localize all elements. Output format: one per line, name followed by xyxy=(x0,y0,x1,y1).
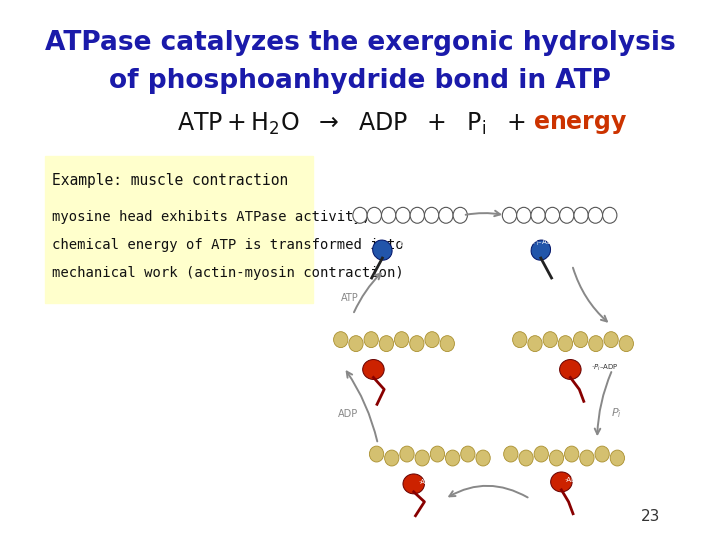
Text: ATP: ATP xyxy=(341,293,359,303)
Circle shape xyxy=(440,336,454,352)
Circle shape xyxy=(503,207,517,223)
Text: ·ADP: ·ADP xyxy=(564,477,580,483)
Ellipse shape xyxy=(551,472,572,492)
Circle shape xyxy=(425,207,438,223)
Text: mechanical work (actin-myosin contraction): mechanical work (actin-myosin contractio… xyxy=(52,266,404,280)
FancyBboxPatch shape xyxy=(45,156,313,303)
Circle shape xyxy=(446,450,460,466)
Text: $\mathregular{P_i}$–ADP: $\mathregular{P_i}$–ADP xyxy=(532,238,557,248)
Circle shape xyxy=(425,332,439,348)
Circle shape xyxy=(531,207,545,223)
Ellipse shape xyxy=(363,360,384,380)
Circle shape xyxy=(353,207,367,223)
Circle shape xyxy=(588,207,603,223)
Text: ·ATP: ·ATP xyxy=(396,241,412,249)
Circle shape xyxy=(534,446,549,462)
Text: ·ADP: ·ADP xyxy=(418,479,435,485)
Circle shape xyxy=(589,336,603,352)
Circle shape xyxy=(549,450,564,466)
Text: 23: 23 xyxy=(641,509,660,524)
Text: chemical energy of ATP is transformed into: chemical energy of ATP is transformed in… xyxy=(52,238,404,252)
Circle shape xyxy=(528,336,542,352)
Circle shape xyxy=(559,207,574,223)
Circle shape xyxy=(513,332,527,348)
Circle shape xyxy=(379,336,394,352)
Text: of phosphoanhydride bond in ATP: of phosphoanhydride bond in ATP xyxy=(109,68,611,94)
Circle shape xyxy=(603,207,617,223)
Circle shape xyxy=(519,450,534,466)
Text: $\mathrm{ATP + H_2O\ \ \rightarrow\ \ ADP\ \ +\ \ P_i\ \ +\ \ }$: $\mathrm{ATP + H_2O\ \ \rightarrow\ \ AD… xyxy=(176,111,525,137)
Circle shape xyxy=(461,446,475,462)
Text: Example: muscle contraction: Example: muscle contraction xyxy=(52,173,288,188)
Circle shape xyxy=(410,207,425,223)
Circle shape xyxy=(453,207,467,223)
Circle shape xyxy=(580,450,594,466)
Circle shape xyxy=(574,332,588,348)
Text: ATPase catalyzes the exergonic hydrolysis: ATPase catalyzes the exergonic hydrolysi… xyxy=(45,30,675,56)
Ellipse shape xyxy=(531,240,551,260)
Text: $\cdot P_i$–ADP: $\cdot P_i$–ADP xyxy=(591,362,618,373)
Circle shape xyxy=(364,332,378,348)
Text: myosine head exhibits ATPase activity,: myosine head exhibits ATPase activity, xyxy=(52,210,370,224)
Circle shape xyxy=(382,207,396,223)
Circle shape xyxy=(384,450,399,466)
Ellipse shape xyxy=(403,474,425,494)
Circle shape xyxy=(431,446,444,462)
Circle shape xyxy=(348,336,363,352)
Circle shape xyxy=(610,450,624,466)
Circle shape xyxy=(595,446,609,462)
Circle shape xyxy=(543,332,557,348)
Circle shape xyxy=(504,446,518,462)
Circle shape xyxy=(604,332,618,348)
Circle shape xyxy=(369,446,384,462)
Circle shape xyxy=(476,450,490,466)
Ellipse shape xyxy=(373,240,392,260)
Circle shape xyxy=(558,336,572,352)
Circle shape xyxy=(574,207,588,223)
Circle shape xyxy=(367,207,382,223)
Text: $\mathbf{energy}$: $\mathbf{energy}$ xyxy=(533,112,627,136)
Circle shape xyxy=(410,336,424,352)
Circle shape xyxy=(564,446,579,462)
Circle shape xyxy=(619,336,634,352)
Circle shape xyxy=(396,207,410,223)
Circle shape xyxy=(415,450,429,466)
Circle shape xyxy=(438,207,453,223)
Circle shape xyxy=(333,332,348,348)
Circle shape xyxy=(395,332,409,348)
Ellipse shape xyxy=(559,360,581,380)
Circle shape xyxy=(400,446,414,462)
Circle shape xyxy=(545,207,559,223)
Text: $P_i$: $P_i$ xyxy=(611,407,621,420)
Circle shape xyxy=(517,207,531,223)
Text: ADP: ADP xyxy=(338,409,359,419)
